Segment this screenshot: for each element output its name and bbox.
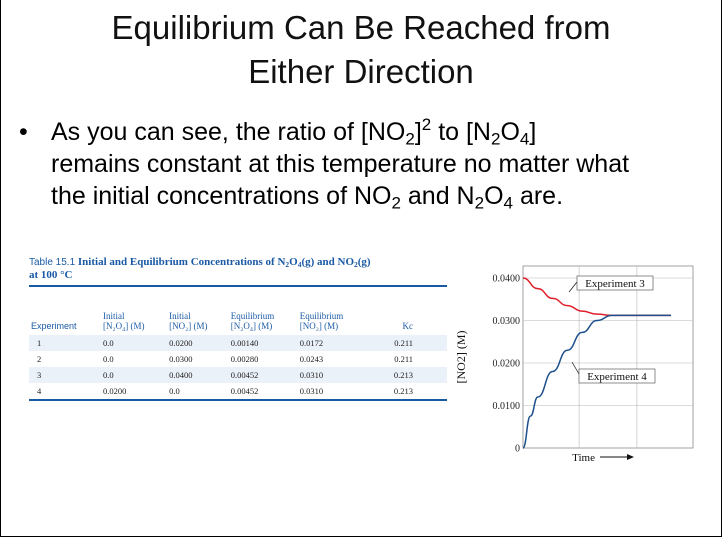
- slide-title: Equilibrium Can Be Reached from Either D…: [1, 6, 721, 94]
- cell-kc: 0.211: [366, 335, 447, 351]
- label-box: [576, 275, 654, 291]
- cell-experiment: 2: [29, 351, 101, 367]
- cell-initial-n2o4: 0.0: [100, 335, 168, 351]
- cell-equilibrium-no2: 0.0243: [297, 351, 367, 367]
- cell-experiment: 4: [29, 383, 101, 399]
- header-equilibrium-no2: Equilibrium [NO₂] (M): [299, 311, 344, 331]
- cell-kc: 0.213: [366, 367, 447, 383]
- y-tick-label: 0.0400: [493, 274, 521, 285]
- label-box: [578, 368, 656, 384]
- header-experiment: Experiment: [31, 321, 77, 331]
- x-axis-label-text: Time: [572, 452, 595, 464]
- legend-experiment-3: Experiment 3: [568, 275, 654, 293]
- title-line-1: Equilibrium Can Be Reached from: [111, 9, 611, 46]
- y-tick-labels: 0 0.0100 0.0200 0.0300 0.0400: [493, 274, 521, 455]
- label-leader-line: [571, 361, 580, 375]
- data-table: Experiment Initial [N₂O₄] (M) Initial [NO₂…: [29, 287, 447, 399]
- y-tick-label: 0.0100: [493, 401, 521, 412]
- cell-equilibrium-no2: 0.0310: [297, 383, 367, 399]
- cell-kc: 0.211: [366, 351, 447, 367]
- table-title: Initial and Equilibrium Concentrations o…: [77, 256, 371, 269]
- header-initial-n2o4: Initial [N₂O₄] (M): [102, 311, 145, 331]
- cell-equilibrium-n2o4: 0.00280: [228, 351, 298, 367]
- cell-initial-no2: 0.0: [167, 383, 229, 399]
- x-axis-label: Time: [572, 452, 634, 464]
- series-lines: [522, 277, 671, 449]
- chart-svg: 0 0.0100 0.0200 0.0300 0.0400 [NO2] (M) Time…: [454, 265, 694, 464]
- bullet-dot-icon: •: [19, 118, 28, 146]
- header-kc: Kc: [402, 321, 414, 331]
- y-tick-label: 0: [515, 444, 520, 455]
- cell-kc: 0.213: [366, 383, 447, 399]
- no2-concentration-chart: 0 0.0100 0.0200 0.0300 0.0400 [NO2] (M) Time…: [451, 256, 713, 472]
- cell-equilibrium-no2: 0.0310: [297, 367, 367, 383]
- cell-initial-n2o4: 0.0: [100, 351, 168, 367]
- time-arrow-head-icon: [627, 454, 634, 460]
- plot-area: [522, 265, 694, 449]
- cell-equilibrium-n2o4: 0.00452: [228, 367, 298, 383]
- table-row: 4 0.0200 0.0 0.00452 0.0310 0.213: [29, 383, 447, 399]
- grid-lines: [523, 266, 693, 448]
- cell-equilibrium-n2o4: 0.00140: [228, 335, 298, 351]
- legend-experiment-4: Experiment 4: [571, 361, 656, 384]
- label-experiment-4: Experiment 4: [587, 371, 647, 383]
- series-line-experiment-4: [522, 314, 671, 449]
- table-bottom-rule: [29, 399, 447, 401]
- cell-initial-n2o4: 0.0200: [100, 383, 168, 399]
- bullet-point: • As you can see, the ratio of [NO2]2 to…: [19, 116, 709, 212]
- y-axis-label: [NO2] (M): [454, 331, 468, 384]
- label-experiment-3: Experiment 3: [585, 278, 645, 290]
- table-header-row: Experiment Initial [N₂O₄] (M) Initial [NO₂…: [29, 287, 447, 335]
- cell-experiment: 3: [29, 367, 101, 383]
- y-tick-label: 0.0300: [493, 316, 521, 327]
- concentration-table: Table 15.1 Initial and Equilibrium Conce…: [29, 256, 447, 401]
- cell-initial-no2: 0.0300: [167, 351, 229, 367]
- cell-experiment: 1: [29, 335, 101, 351]
- table-row: 3 0.0 0.0400 0.00452 0.0310 0.213: [29, 367, 447, 383]
- table-caption: Table 15.1 Initial and Equilibrium Conce…: [29, 256, 447, 287]
- label-leader-line: [568, 281, 578, 293]
- cell-equilibrium-n2o4: 0.00452: [228, 383, 298, 399]
- cell-equilibrium-no2: 0.0172: [297, 335, 367, 351]
- bullet-line-3: the initial concentrations of NO2 and N2…: [51, 182, 564, 213]
- table-number: Table 15.1: [29, 257, 76, 268]
- bullet-line-2: remains constant at this temperature no …: [51, 150, 630, 178]
- y-tick-label: 0.0200: [493, 359, 521, 370]
- header-initial-no2: Initial [NO₂] (M): [169, 311, 208, 331]
- title-line-2: Either Direction: [248, 53, 474, 90]
- cell-initial-no2: 0.0200: [167, 335, 229, 351]
- bullet-line-1: As you can see, the ratio of [NO2]2 to […: [51, 114, 537, 149]
- bullet-text: As you can see, the ratio of [NO2]2 to […: [51, 116, 709, 212]
- table-row: 1 0.0 0.0200 0.00140 0.0172 0.211: [29, 335, 447, 351]
- table-row: 2 0.0 0.0300 0.00280 0.0243 0.211: [29, 351, 447, 367]
- header-equilibrium-n2o4: Equilibrium [N₂O₄] (M): [230, 311, 275, 331]
- cell-initial-no2: 0.0400: [167, 367, 229, 383]
- table-title-line-2: at 100 °C: [29, 269, 73, 281]
- cell-initial-n2o4: 0.0: [100, 367, 168, 383]
